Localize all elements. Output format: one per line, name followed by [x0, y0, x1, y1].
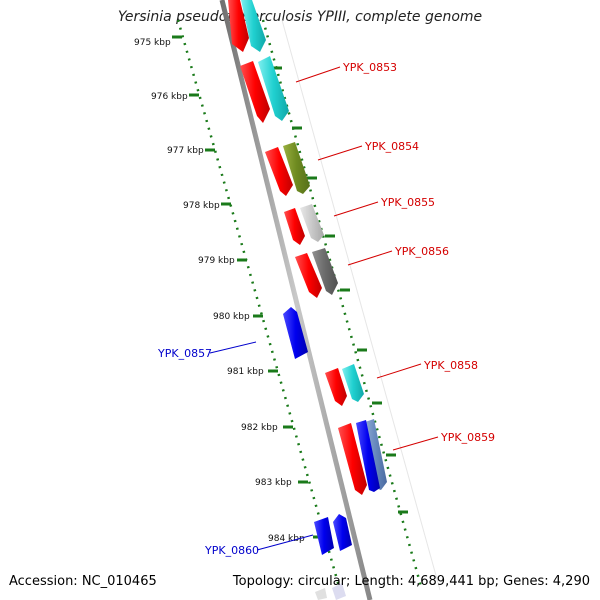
gene-arrow-ypk-0853: [258, 56, 289, 121]
tick-label-982: 982 kbp: [241, 423, 278, 433]
label-leaders: [209, 66, 439, 551]
gene-arrow: [241, 0, 266, 52]
tick-label-977: 977 kbp: [167, 146, 204, 156]
gene-label-ypk-0857: YPK_0857: [157, 347, 212, 360]
tick-label-981: 981 kbp: [227, 367, 264, 377]
gene-arrow-ypk-0860: [314, 517, 334, 555]
tick-label-980: 980 kbp: [213, 312, 250, 322]
gene-label-ypk-0860: YPK_0860: [204, 544, 259, 557]
cds-arrow: [240, 61, 270, 123]
gene-arrow-ypk-0857: [283, 307, 308, 359]
gene-label-ypk-0853: YPK_0853: [342, 61, 397, 74]
tick-label-983: 983 kbp: [255, 478, 292, 488]
gene-arrow: [356, 420, 380, 492]
cds-arrow: [295, 253, 322, 298]
cds-arrow: [284, 208, 305, 245]
gene-label-ypk-0855: YPK_0855: [380, 196, 435, 209]
cds-arrow: [338, 423, 367, 495]
gene-label-ypk-0858: YPK_0858: [423, 359, 478, 372]
tick-label-978: 978 kbp: [183, 201, 220, 211]
backbone: [219, 0, 373, 600]
gene-label-ypk-0854: YPK_0854: [364, 140, 419, 153]
accession-label: Accession: NC_010465: [9, 574, 157, 589]
feature-ring-ticks: [272, 66, 408, 514]
ring-outline: [281, 19, 441, 591]
gene-arrow-ypk-0855: [300, 204, 324, 242]
gene-label-ypk-0856: YPK_0856: [394, 245, 449, 258]
tick-label-984: 984 kbp: [268, 534, 305, 544]
tick-ring: [176, 19, 342, 591]
tick-label-976: 976 kbp: [151, 92, 188, 102]
gene-label-ypk-0859: YPK_0859: [440, 431, 495, 444]
tick-label-979: 979 kbp: [198, 256, 235, 266]
cds-arrow: [325, 368, 347, 406]
gene-arrow-ypk-0854: [283, 142, 310, 194]
gene-arrow: [315, 588, 327, 600]
genome-title: Yersinia pseudotuberculosis YPIII, compl…: [117, 9, 483, 25]
tick-marks: [172, 35, 323, 539]
cds-arrow: [228, 0, 249, 52]
gene-arrow-ypk-0856: [312, 248, 338, 295]
cds-arrow: [265, 147, 293, 196]
topology-label: Topology: circular; Length: 4,689,441 bp…: [232, 574, 590, 589]
tick-label-975: 975 kbp: [134, 38, 171, 48]
gene-arrow-ypk-0858: [342, 364, 364, 402]
gene-arrow: [332, 583, 346, 600]
gene-arrow: [333, 514, 352, 551]
